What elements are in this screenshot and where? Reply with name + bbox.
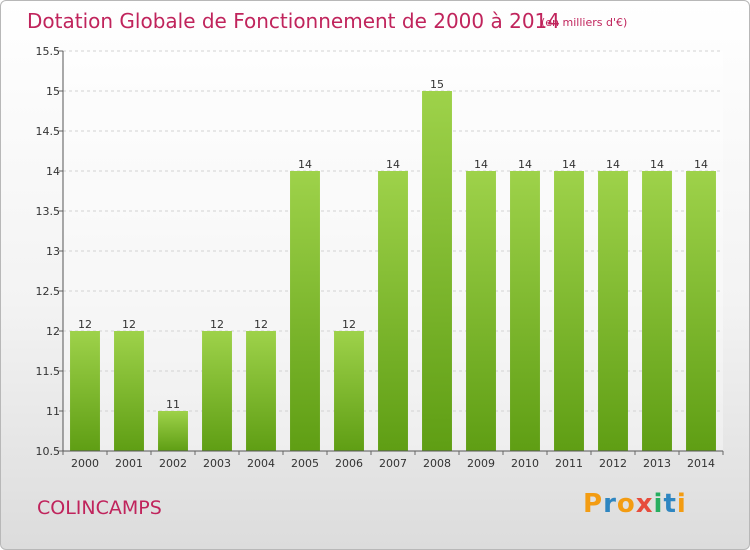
bar-value-label: 14 (474, 158, 488, 171)
bar-value-label: 14 (606, 158, 620, 171)
y-tick-label: 15.5 (36, 45, 61, 58)
bar-2004 (246, 331, 276, 451)
bar-value-label: 14 (298, 158, 312, 171)
bar-2000 (70, 331, 100, 451)
commune-name: COLINCAMPS (37, 497, 162, 519)
bar-2008 (422, 91, 452, 451)
y-tick-label: 14.5 (36, 125, 61, 138)
bar-2011 (554, 171, 584, 451)
y-tick-label: 12 (46, 325, 60, 338)
bar-2005 (290, 171, 320, 451)
x-tick-label: 2002 (159, 457, 187, 470)
x-tick-label: 2008 (423, 457, 451, 470)
bar-2012 (598, 171, 628, 451)
x-tick-label: 2006 (335, 457, 363, 470)
x-tick-label: 2001 (115, 457, 143, 470)
bar-value-label: 14 (562, 158, 576, 171)
x-tick-label: 2007 (379, 457, 407, 470)
y-tick-label: 13 (46, 245, 60, 258)
bar-value-label: 12 (122, 318, 136, 331)
logo-letter: x (635, 489, 654, 519)
bar-value-label: 12 (342, 318, 356, 331)
logo-letter: i (653, 489, 664, 519)
bar-value-label: 15 (430, 78, 444, 91)
bar-value-label: 12 (254, 318, 268, 331)
x-tick-label: 2009 (467, 457, 495, 470)
bar-value-label: 12 (210, 318, 224, 331)
x-tick-label: 2014 (687, 457, 715, 470)
x-tick-label: 2010 (511, 457, 539, 470)
chart-subtitle: (en milliers d'€) (541, 16, 628, 29)
bar-2010 (510, 171, 540, 451)
x-tick-label: 2003 (203, 457, 231, 470)
bar-2009 (466, 171, 496, 451)
logo-letter: i (676, 489, 687, 519)
bars (70, 91, 716, 451)
x-tick-label: 2000 (71, 457, 99, 470)
bar-value-label: 14 (650, 158, 664, 171)
bar-2007 (378, 171, 408, 451)
proxiti-logo: Proxiti (583, 489, 687, 519)
bar-value-label: 12 (78, 318, 92, 331)
x-tick-label: 2005 (291, 457, 319, 470)
bar-value-label: 14 (694, 158, 708, 171)
y-tick-label: 13.5 (36, 205, 61, 218)
y-tick-label: 11 (46, 405, 60, 418)
chart-title: Dotation Globale de Fonctionnement de 20… (27, 9, 560, 33)
bar-2002 (158, 411, 188, 451)
bar-2003 (202, 331, 232, 451)
bar-2001 (114, 331, 144, 451)
bar-2006 (334, 331, 364, 451)
x-tick-label: 2011 (555, 457, 583, 470)
y-tick-label: 12.5 (36, 285, 61, 298)
logo-letter: o (616, 489, 636, 519)
logo-letter: t (663, 489, 677, 519)
bar-value-label: 14 (386, 158, 400, 171)
bar-2014 (686, 171, 716, 451)
logo-letter: P (583, 489, 604, 519)
labels: 10.5 11 11.5 12 12.5 13 13.5 14 14.5 15 15.5 12 2000… (36, 45, 716, 470)
y-tick-label: 15 (46, 85, 60, 98)
y-tick-label: 10.5 (36, 445, 61, 458)
bar-value-label: 14 (518, 158, 532, 171)
x-tick-label: 2004 (247, 457, 275, 470)
y-tick-label: 14 (46, 165, 60, 178)
bar-value-label: 11 (166, 398, 180, 411)
x-tick-label: 2012 (599, 457, 627, 470)
logo-letter: r (603, 489, 617, 519)
bar-2013 (642, 171, 672, 451)
axes (59, 50, 724, 455)
y-tick-label: 11.5 (36, 365, 61, 378)
x-tick-label: 2013 (643, 457, 671, 470)
